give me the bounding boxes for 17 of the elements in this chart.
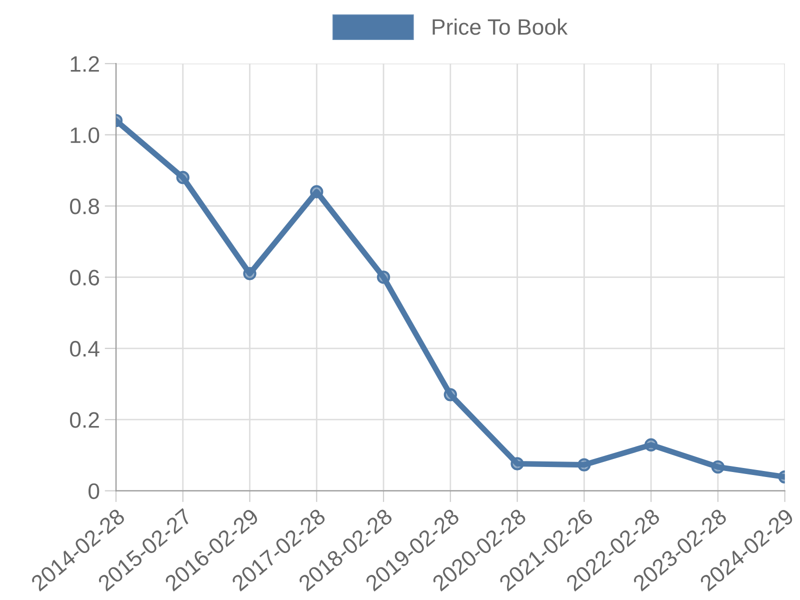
legend-label: Price To Book bbox=[432, 18, 568, 35]
point bbox=[444, 388, 457, 402]
point bbox=[578, 458, 591, 472]
point bbox=[644, 438, 658, 452]
point bbox=[376, 270, 390, 284]
point bbox=[243, 267, 256, 280]
y-tick-label: 1.0 bbox=[70, 127, 100, 144]
y-tick-label: 0.6 bbox=[70, 270, 100, 286]
y-tick-label: 0.2 bbox=[70, 412, 99, 428]
point bbox=[510, 457, 524, 470]
point bbox=[176, 170, 190, 184]
point bbox=[711, 460, 725, 474]
y-tick-label: 0 bbox=[88, 483, 100, 500]
point bbox=[310, 185, 324, 198]
y-tick-label: 0.8 bbox=[70, 198, 100, 214]
y-tick-label: 0.4 bbox=[70, 340, 100, 357]
y-tick-label: 1.2 bbox=[70, 56, 99, 72]
